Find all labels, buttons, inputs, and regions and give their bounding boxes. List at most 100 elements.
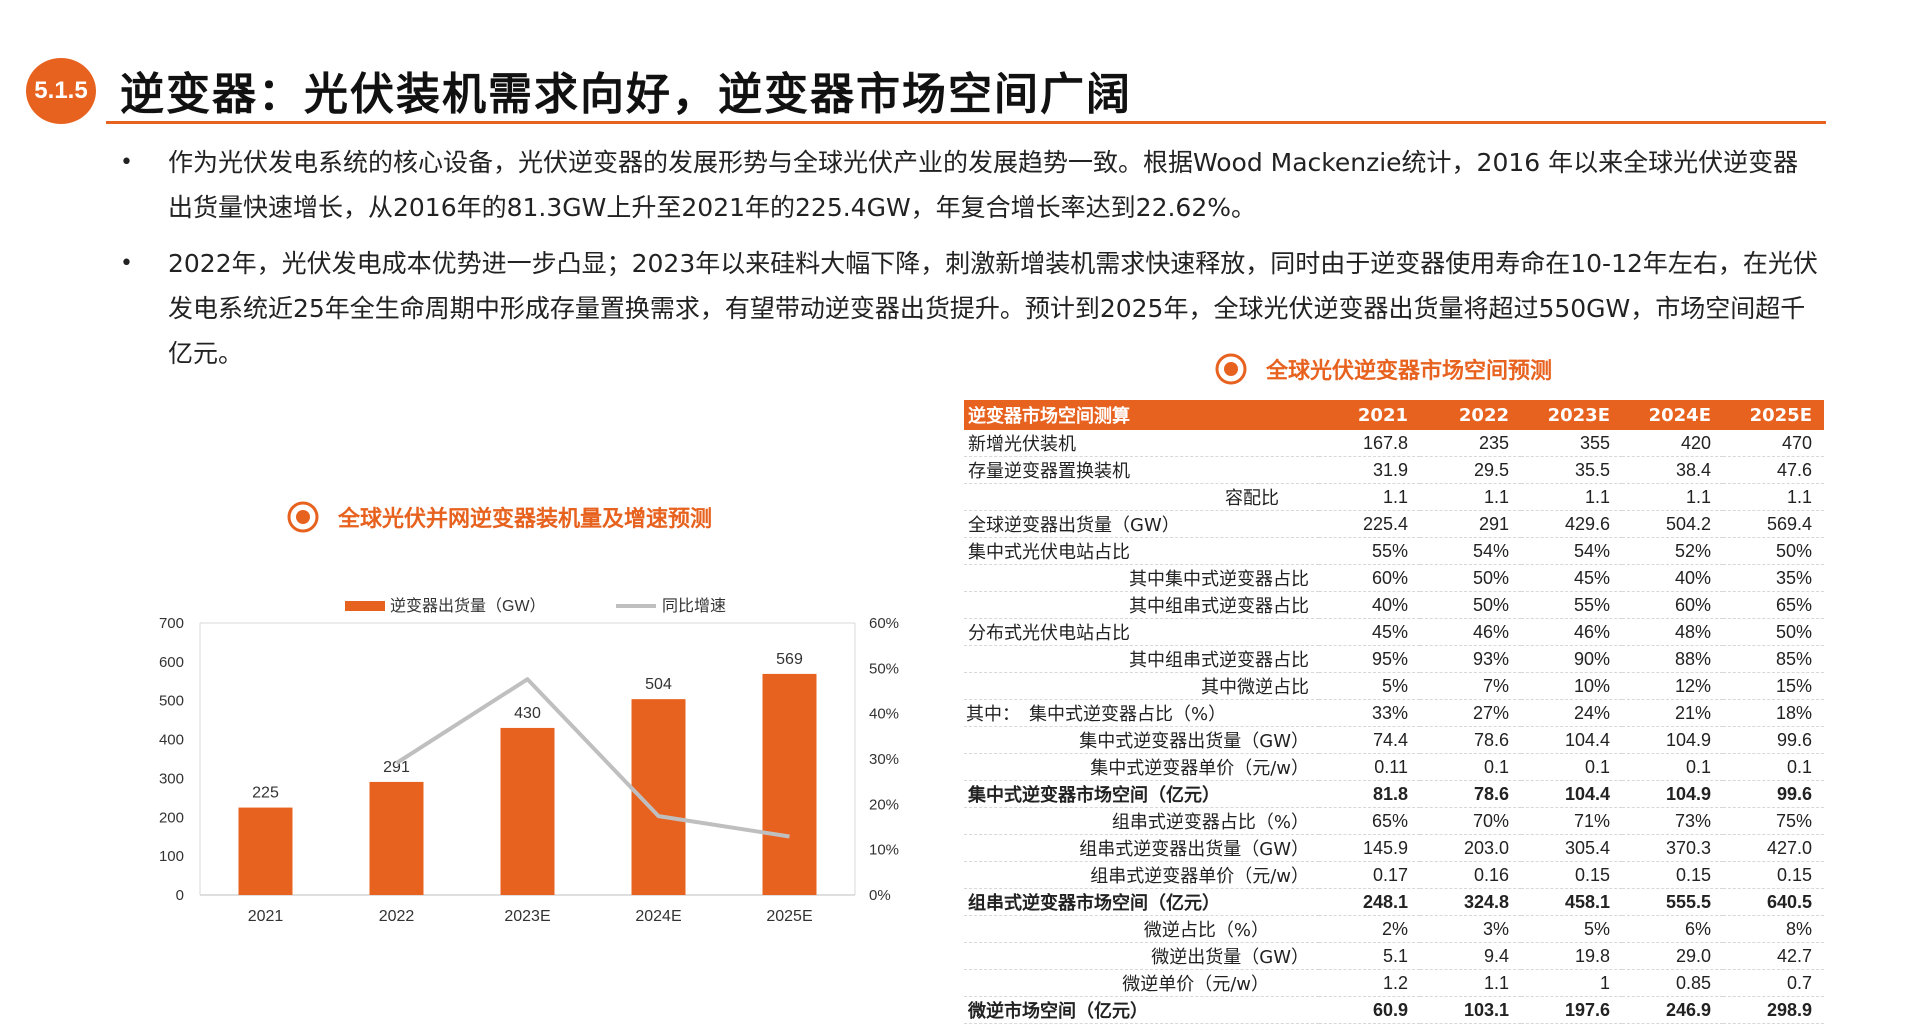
row-value: 95% bbox=[1319, 645, 1420, 673]
row-value: 29.0 bbox=[1622, 942, 1723, 970]
x-tick-label: 2021 bbox=[248, 908, 284, 925]
y-left-tick-label: 500 bbox=[159, 693, 184, 710]
row-label: 其中集中式逆变器占比 bbox=[964, 564, 1319, 592]
row-value: 88% bbox=[1622, 645, 1723, 673]
row-value: 0.1 bbox=[1723, 753, 1824, 781]
growth-rate-line bbox=[395, 677, 790, 839]
row-value: 54% bbox=[1521, 537, 1622, 565]
row-value: 324.8 bbox=[1420, 888, 1521, 916]
row-value: 246.9 bbox=[1622, 996, 1723, 1024]
row-value: 85% bbox=[1723, 645, 1824, 673]
row-value: 104.9 bbox=[1622, 726, 1723, 754]
row-label: 分布式光伏电站占比 bbox=[964, 618, 1319, 646]
row-value: 9.4 bbox=[1420, 942, 1521, 970]
row-label: 新增光伏装机 bbox=[964, 430, 1319, 457]
row-value: 50% bbox=[1420, 564, 1521, 592]
row-value: 298.9 bbox=[1723, 996, 1824, 1024]
row-value: 70% bbox=[1420, 807, 1521, 835]
row-value: 305.4 bbox=[1521, 834, 1622, 862]
row-value: 470 bbox=[1723, 430, 1824, 457]
bar-data-label: 569 bbox=[776, 651, 803, 668]
bar bbox=[238, 807, 293, 895]
row-label: 组串式逆变器出货量（GW） bbox=[964, 834, 1319, 862]
row-value: 248.1 bbox=[1319, 888, 1420, 916]
row-label: 集中式逆变器单价（元/w） bbox=[964, 753, 1319, 781]
row-value: 93% bbox=[1420, 645, 1521, 673]
row-label: 组串式逆变器市场空间（亿元） bbox=[964, 888, 1319, 916]
bullet-2: • 2022年，光伏发电成本优势进一步凸显；2023年以来硅料大幅下降，刺激新增… bbox=[120, 241, 1820, 376]
row-value: 90% bbox=[1521, 645, 1622, 673]
row-label: 集中式逆变器市场空间（亿元） bbox=[964, 780, 1319, 808]
x-tick-label: 2025E bbox=[766, 908, 812, 925]
row-value: 1.1 bbox=[1319, 483, 1420, 511]
row-label: 组串式逆变器单价（元/w） bbox=[964, 861, 1319, 889]
row-value: 19.8 bbox=[1521, 942, 1622, 970]
row-value: 1.1 bbox=[1420, 969, 1521, 997]
y-left-tick-label: 0 bbox=[176, 887, 184, 904]
table-row: 微逆市场空间（亿元） 60.9 103.1 197.6 246.9 298.9 bbox=[964, 996, 1824, 1024]
row-value: 355 bbox=[1521, 430, 1622, 457]
row-value: 7% bbox=[1420, 672, 1521, 700]
row-value: 0.16 bbox=[1420, 861, 1521, 889]
row-value: 45% bbox=[1521, 564, 1622, 592]
row-value: 78.6 bbox=[1420, 726, 1521, 754]
row-value: 27% bbox=[1420, 699, 1521, 727]
row-value: 0.1 bbox=[1622, 753, 1723, 781]
row-value: 555.5 bbox=[1622, 888, 1723, 916]
row-value: 145.9 bbox=[1319, 834, 1420, 862]
row-value: 0.15 bbox=[1723, 861, 1824, 889]
row-value: 5% bbox=[1521, 915, 1622, 943]
table-row: 组串式逆变器占比（%） 65% 70% 71% 73% 75% bbox=[964, 807, 1824, 835]
row-value: 167.8 bbox=[1319, 430, 1420, 457]
row-value: 65% bbox=[1319, 807, 1420, 835]
y-left-tick-label: 600 bbox=[159, 654, 184, 671]
row-value: 569.4 bbox=[1723, 510, 1824, 538]
row-value: 103.1 bbox=[1420, 996, 1521, 1024]
table-row: 分布式光伏电站占比 45% 46% 46% 48% 50% bbox=[964, 618, 1824, 646]
row-value: 35.5 bbox=[1521, 456, 1622, 484]
y-left-tick-label: 700 bbox=[159, 615, 184, 632]
section-number-badge: 5.1.5 bbox=[26, 58, 96, 124]
row-label: 其中组串式逆变器占比 bbox=[964, 591, 1319, 619]
table-row: 其中： 集中式逆变器占比（%） 33% 27% 24% 21% 18% bbox=[964, 699, 1824, 727]
table-row: 新增光伏装机 167.8 235 355 420 470 bbox=[964, 430, 1824, 457]
row-value: 46% bbox=[1420, 618, 1521, 646]
row-value: 104.4 bbox=[1521, 780, 1622, 808]
row-value: 10% bbox=[1521, 672, 1622, 700]
row-label: 集中式逆变器出货量（GW） bbox=[964, 726, 1319, 754]
row-label: 组串式逆变器占比（%） bbox=[964, 807, 1319, 835]
row-value: 235 bbox=[1420, 430, 1521, 457]
row-value: 60% bbox=[1319, 564, 1420, 592]
table-header-cell: 2023E bbox=[1521, 400, 1622, 430]
table-row: 其中集中式逆变器占比 60% 50% 45% 40% 35% bbox=[964, 564, 1824, 592]
x-tick-label: 2022 bbox=[379, 908, 415, 925]
row-value: 38.4 bbox=[1622, 456, 1723, 484]
row-value: 15% bbox=[1723, 672, 1824, 700]
row-value: 0.1 bbox=[1420, 753, 1521, 781]
row-value: 31.9 bbox=[1319, 456, 1420, 484]
row-value: 5.1 bbox=[1319, 942, 1420, 970]
row-label: 其中： 集中式逆变器占比（%） bbox=[964, 699, 1319, 727]
row-value: 1.1 bbox=[1723, 483, 1824, 511]
legend-line-label: 同比增速 bbox=[662, 597, 726, 615]
table-row: 其中组串式逆变器占比 95% 93% 90% 88% 85% bbox=[964, 645, 1824, 673]
row-value: 73% bbox=[1622, 807, 1723, 835]
row-value: 3% bbox=[1420, 915, 1521, 943]
row-value: 60.9 bbox=[1319, 996, 1420, 1024]
bar bbox=[369, 781, 424, 895]
market-forecast-table: 逆变器市场空间测算 2021 2022 2023E 2024E 2025E 新增… bbox=[964, 400, 1824, 1024]
row-value: 50% bbox=[1420, 591, 1521, 619]
section-number: 5.1.5 bbox=[34, 77, 88, 104]
table-row: 集中式逆变器出货量（GW） 74.4 78.6 104.4 104.9 99.6 bbox=[964, 726, 1824, 754]
table-row: 容配比 1.1 1.1 1.1 1.1 1.1 bbox=[964, 483, 1824, 511]
table-caption-text: 全球光伏逆变器市场空间预测 bbox=[1266, 359, 1553, 384]
inverter-shipment-chart: 逆变器出货量（GW） 同比增速 0 100 200 300 400 500 600 700 0%… bbox=[159, 597, 899, 925]
row-value: 45% bbox=[1319, 618, 1420, 646]
table-header-row: 逆变器市场空间测算 2021 2022 2023E 2024E 2025E bbox=[964, 400, 1824, 430]
bullet-text: 2022年，光伏发电成本优势进一步凸显；2023年以来硅料大幅下降，刺激新增装机… bbox=[168, 249, 1818, 368]
row-value: 197.6 bbox=[1521, 996, 1622, 1024]
row-value: 12% bbox=[1622, 672, 1723, 700]
bullet-text: 作为光伏发电系统的核心设备，光伏逆变器的发展形势与全球光伏产业的发展趋势一致。根… bbox=[168, 148, 1799, 222]
row-value: 50% bbox=[1723, 537, 1824, 565]
chart-caption: 全球光伏并网逆变器装机量及增速预测 bbox=[286, 500, 712, 534]
